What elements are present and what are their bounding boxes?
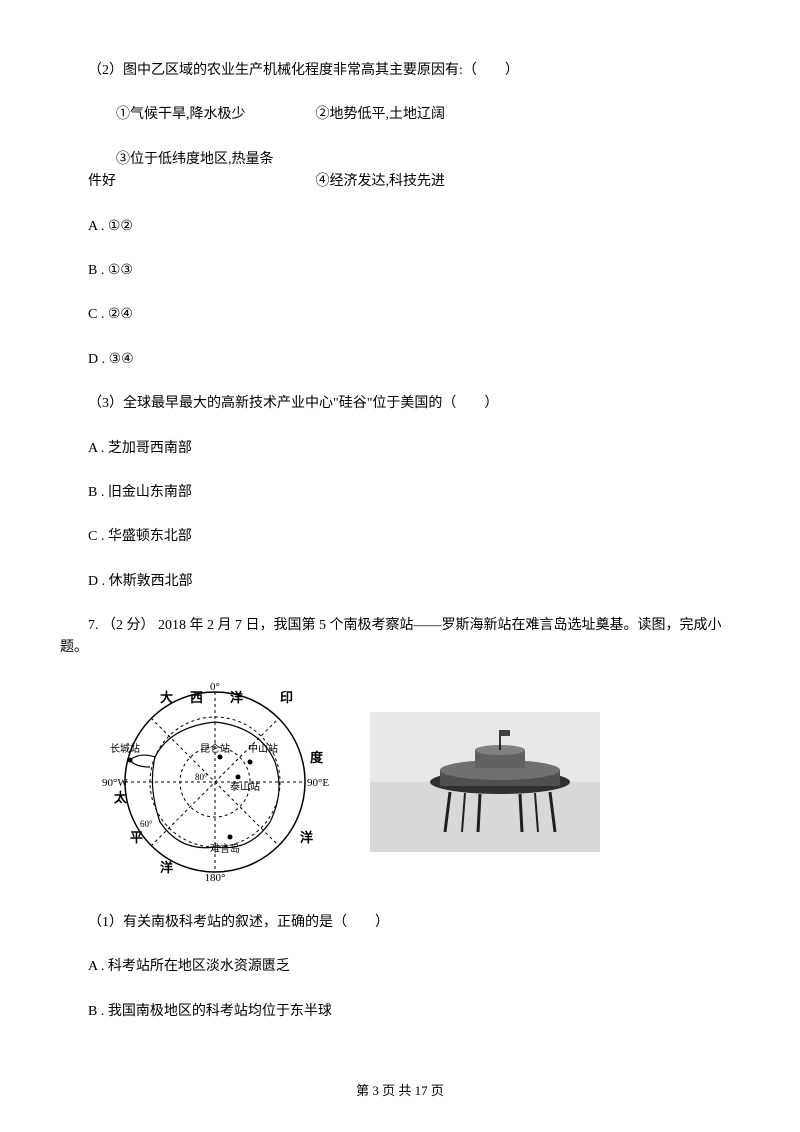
antarctic-map: 0° 90°W 90°E 180° 大 西 洋 印 度 洋 太 平 洋 长城站 … <box>100 682 330 882</box>
map-station3: 中山站 <box>248 742 278 755</box>
map-ocean-sw3: 洋 <box>160 860 173 875</box>
q3-opt-b: B . 旧金山东南部 <box>60 482 740 504</box>
q2-opt-b: B . ①③ <box>60 260 740 282</box>
map-station1: 长城站 <box>110 742 140 755</box>
map-ocean-sw: 太 <box>113 790 128 805</box>
map-top-label: 0° <box>210 682 220 693</box>
q2-stem4: ④经济发达,科技先进 <box>288 171 446 193</box>
q7-text: 2018 年 2 月 7 日，我国第 5 个南极考察站——罗斯海新站在难言岛选址… <box>60 618 722 655</box>
map-right-label: 90°E <box>307 777 329 789</box>
q7-points: （2 分） <box>102 618 155 633</box>
map-ocean-ne2: 度 <box>310 750 324 765</box>
sub1-opt-b: B . 我国南极地区的科考站均位于东半球 <box>60 1001 740 1023</box>
map-lat60: 60° <box>140 819 153 829</box>
map-lat80: 80° <box>195 772 208 782</box>
q2-stem1: ①气候干旱,降水极少 <box>88 104 284 126</box>
q2-prompt: （2）图中乙区域的农业生产机械化程度非常高其主要原因有:（ ） <box>60 60 740 82</box>
map-ocean-nw: 大 <box>160 690 173 705</box>
map-station5: 难言岛 <box>210 842 240 855</box>
figure-row: 0° 90°W 90°E 180° 大 西 洋 印 度 洋 太 平 洋 长城站 … <box>100 682 740 882</box>
q3-prompt: （3）全球最早最大的高新技术产业中心"硅谷"位于美国的（ ） <box>60 393 740 415</box>
map-station2: 昆仑站 <box>200 742 230 755</box>
q2-stem3: ③位于低纬度地区,热量条件好 <box>88 149 284 194</box>
map-left-label: 90°W <box>102 777 128 789</box>
map-ocean-v1: 西 <box>190 690 203 705</box>
page-footer: 第 3 页 共 17 页 <box>0 1081 800 1102</box>
q2-stems-row2: ③位于低纬度地区,热量条件好 ④经济发达,科技先进 <box>60 149 740 194</box>
q2-stems-row1: ①气候干旱,降水极少 ②地势低平,土地辽阔 <box>60 104 740 126</box>
q3-opt-a: A . 芝加哥西南部 <box>60 438 740 460</box>
station-photo <box>370 712 600 852</box>
q2-opt-d: D . ③④ <box>60 349 740 371</box>
q3-opt-d: D . 休斯敦西北部 <box>60 571 740 593</box>
q7-intro: 7. （2 分） 2018 年 2 月 7 日，我国第 5 个南极考察站——罗斯… <box>60 615 740 660</box>
q3-opt-c: C . 华盛顿东北部 <box>60 526 740 548</box>
q2-stem2: ②地势低平,土地辽阔 <box>288 104 446 126</box>
map-station4: 泰山站 <box>230 780 260 793</box>
map-ocean-ne: 印 <box>280 690 293 705</box>
sub1-opt-a: A . 科考站所在地区淡水资源匮乏 <box>60 956 740 978</box>
sub1-prompt: （1）有关南极科考站的叙述，正确的是（ ） <box>60 912 740 934</box>
map-ocean-sw2: 平 <box>130 830 143 845</box>
q7-number: 7. <box>88 618 102 633</box>
q2-opt-a: A . ①② <box>60 216 740 238</box>
map-ocean-v2: 洋 <box>230 690 243 705</box>
q2-opt-c: C . ②④ <box>60 304 740 326</box>
map-ocean-ne3: 洋 <box>300 830 313 845</box>
map-bottom-label: 180° <box>205 872 226 882</box>
